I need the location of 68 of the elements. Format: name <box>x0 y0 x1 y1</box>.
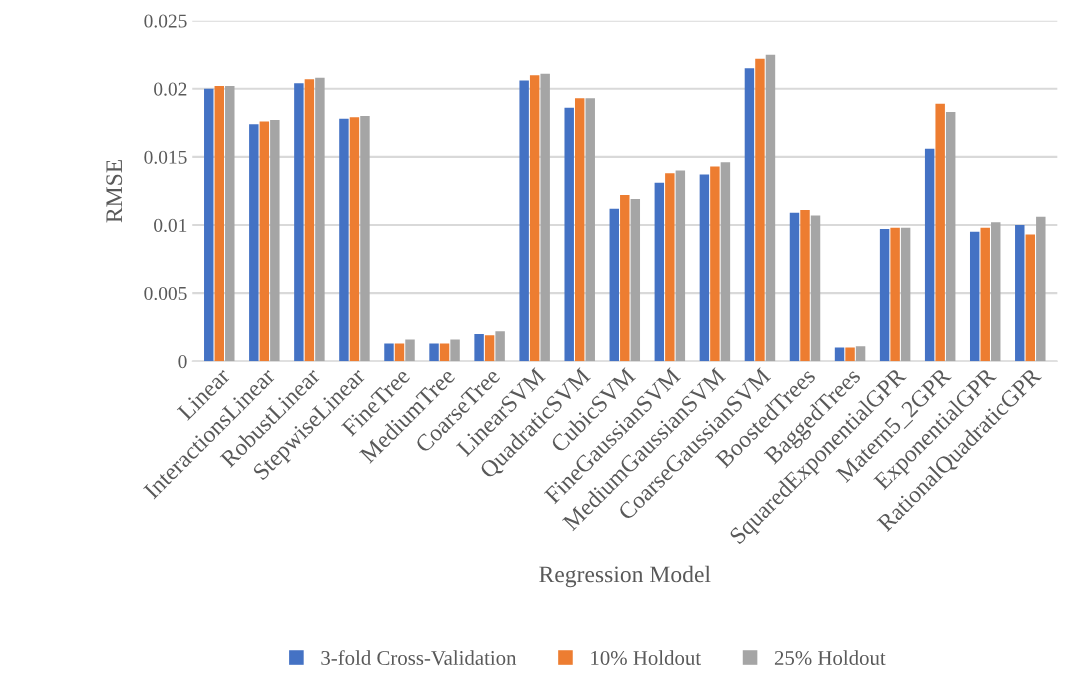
bar <box>495 331 505 362</box>
bar <box>349 117 360 362</box>
bar <box>720 162 731 362</box>
bar <box>810 215 821 362</box>
bar <box>699 174 710 362</box>
y-tick-label: 0.005 <box>144 286 187 301</box>
x-axis-title: Regression Model <box>539 565 711 588</box>
bar <box>654 182 665 362</box>
bar <box>1036 216 1046 362</box>
bar <box>574 98 585 362</box>
bar <box>620 195 630 362</box>
bar <box>900 227 911 362</box>
y-axis-title: RMSE <box>106 159 123 223</box>
bar <box>710 166 720 362</box>
bar <box>249 124 259 362</box>
bar <box>800 209 810 362</box>
y-tick-label: 0 <box>178 355 187 369</box>
bar <box>879 229 890 362</box>
bar <box>890 227 900 362</box>
bar <box>945 111 956 362</box>
bar <box>214 86 224 362</box>
bar <box>429 343 439 362</box>
bar <box>980 227 990 362</box>
bar <box>924 148 935 362</box>
bar <box>259 121 270 362</box>
bar <box>1025 234 1036 362</box>
bar <box>484 335 495 362</box>
bar <box>789 212 800 362</box>
bar <box>834 347 845 362</box>
bar <box>474 333 484 362</box>
bar <box>450 339 460 362</box>
bar <box>665 173 675 362</box>
bar <box>360 116 370 362</box>
bar <box>765 54 776 362</box>
bar <box>304 79 315 362</box>
bar <box>529 75 540 362</box>
bar <box>270 120 280 362</box>
bar <box>969 231 980 362</box>
bar <box>540 73 550 362</box>
bar <box>564 107 574 362</box>
bar <box>294 83 304 362</box>
bar <box>519 80 529 362</box>
bar <box>439 343 450 362</box>
bar <box>991 222 1001 362</box>
legend-label: 3-fold Cross-Validation <box>321 650 517 666</box>
bar <box>394 343 405 362</box>
legend-label: 10% Holdout <box>591 650 701 666</box>
bar <box>204 88 214 362</box>
bar <box>585 98 595 362</box>
y-tick-label: 0.015 <box>144 150 187 164</box>
bar <box>675 170 686 362</box>
bar <box>405 339 415 362</box>
bar <box>225 86 235 362</box>
bar <box>1015 224 1025 362</box>
bar <box>845 347 855 362</box>
bar <box>855 346 866 362</box>
bar <box>315 77 325 362</box>
bar <box>935 103 945 362</box>
bar <box>755 58 765 362</box>
legend-label: 25% Holdout <box>774 650 886 666</box>
bar <box>630 199 641 362</box>
y-tick-label: 0.02 <box>154 82 187 96</box>
bar <box>744 68 755 362</box>
y-tick-label: 0.01 <box>154 218 187 232</box>
bar <box>609 208 619 362</box>
y-tick-label: 0.025 <box>144 14 187 28</box>
bar <box>384 343 394 362</box>
bar <box>339 118 349 362</box>
